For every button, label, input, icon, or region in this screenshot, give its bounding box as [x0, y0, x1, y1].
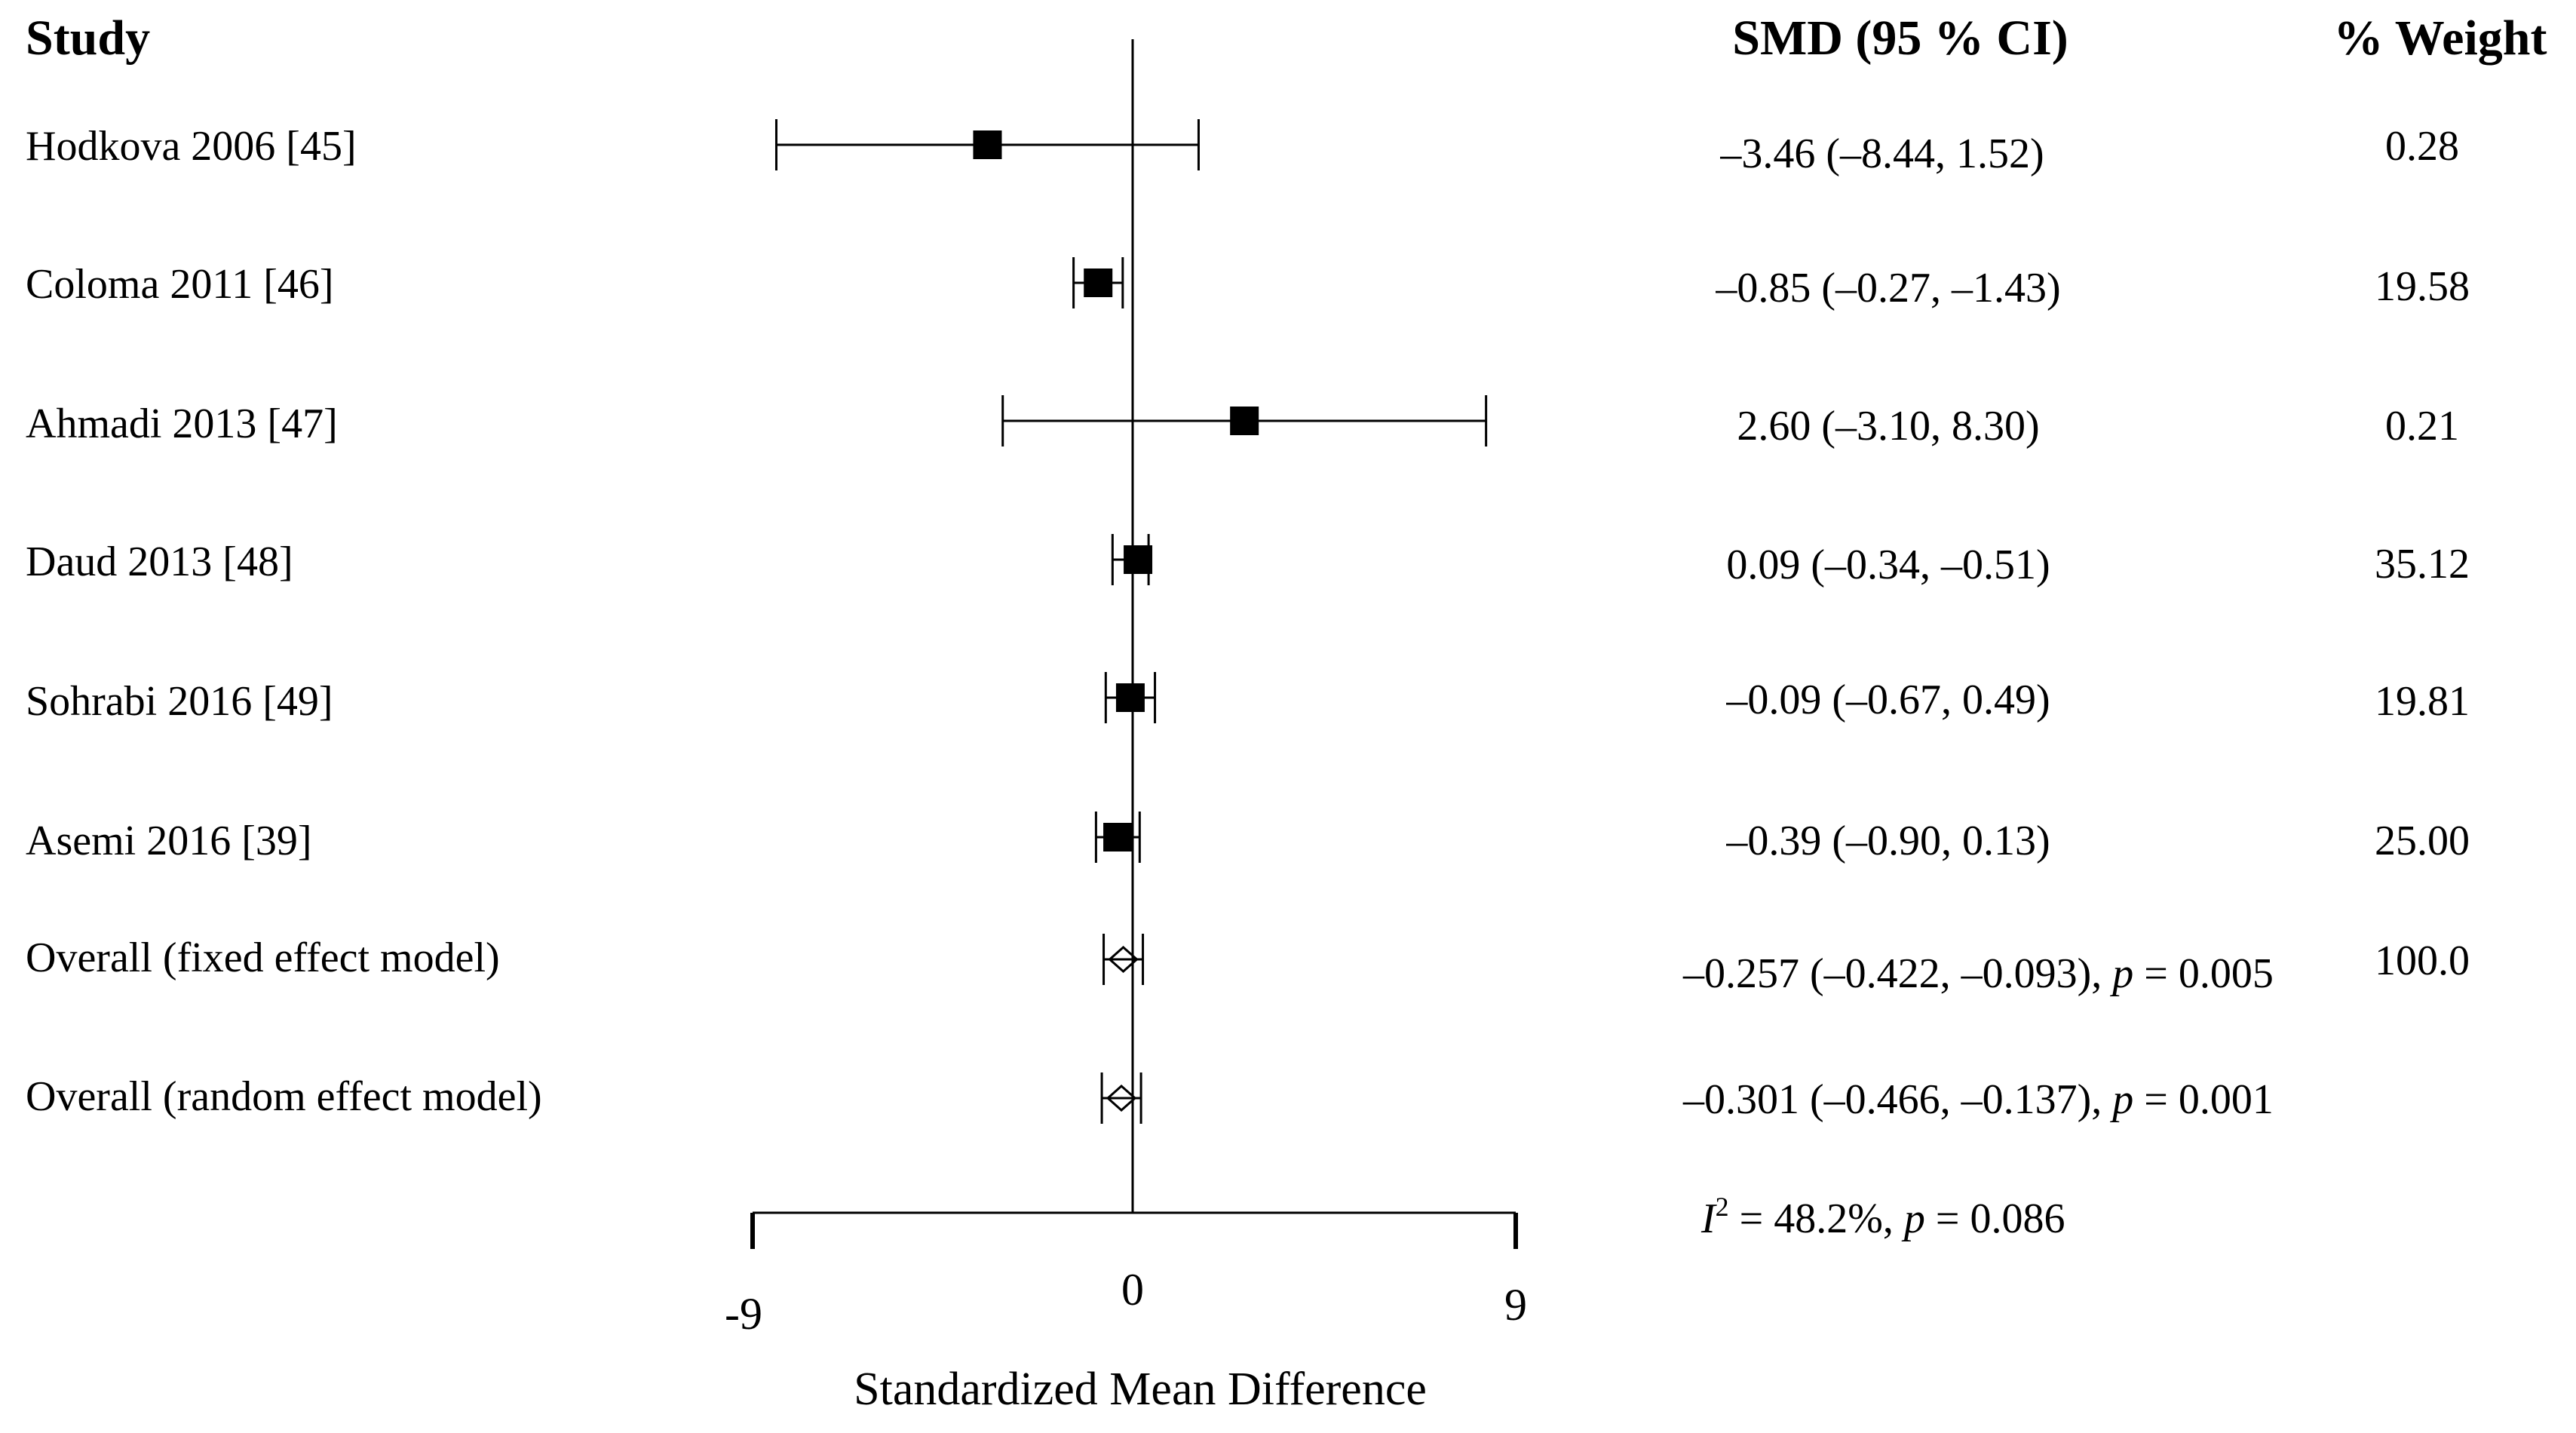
- overall-ci-part: –0.257 (–0.422, –0.093),: [1682, 950, 2112, 997]
- weight-value: 0.21: [2385, 403, 2459, 450]
- study-label: Hodkova 2006 [45]: [26, 123, 357, 170]
- study-row: Daud 2013 [48] 0.09 (–0.34, –0.51) 35.12: [26, 534, 2470, 588]
- study-label: Asemi 2016 [39]: [26, 818, 312, 864]
- x-tick-label-max: 9: [1504, 1280, 1527, 1330]
- effect-size-marker: [1230, 407, 1259, 435]
- heterogeneity-stat: I2 = 48.2%, p = 0.086: [1700, 1192, 2065, 1242]
- study-label: Daud 2013 [48]: [26, 539, 293, 585]
- i-symbol: I: [1700, 1195, 1717, 1242]
- study-column-header: Study: [26, 11, 150, 66]
- p-symbol: p: [2109, 1076, 2133, 1123]
- study-row: Asemi 2016 [39] –0.39 (–0.90, 0.13) 25.0…: [26, 812, 2470, 864]
- weight-column-header: % Weight: [2334, 11, 2547, 66]
- effect-size-marker: [1115, 683, 1145, 712]
- overall-row: Overall (fixed effect model) –0.257 (–0.…: [26, 934, 2470, 997]
- weight-value: 19.58: [2375, 263, 2470, 310]
- overall-smd-ci-text: –0.257 (–0.422, –0.093), p = 0.005: [1682, 950, 2274, 997]
- smd-ci-text: 2.60 (–3.10, 8.30): [1737, 403, 2039, 450]
- p-value: = 0.005: [2133, 950, 2274, 997]
- i-superscript: 2: [1716, 1192, 1729, 1222]
- overall-smd-ci-text: –0.301 (–0.466, –0.137), p = 0.001: [1682, 1076, 2274, 1123]
- p-value: = 0.001: [2133, 1076, 2274, 1123]
- x-axis-label: Standardized Mean Difference: [854, 1364, 1427, 1415]
- study-row: Sohrabi 2016 [49] –0.09 (–0.67, 0.49) 19…: [26, 672, 2470, 725]
- weight-value: 100.0: [2375, 937, 2470, 984]
- smd-ci-text: –3.46 (–8.44, 1.52): [1719, 130, 2044, 177]
- effect-size-marker: [973, 130, 1002, 159]
- weight-value: 0.28: [2385, 123, 2459, 170]
- i-value: = 48.2%,: [1729, 1195, 1904, 1242]
- study-label: Ahmadi 2013 [47]: [26, 400, 338, 447]
- effect-size-marker: [1124, 545, 1153, 574]
- smd-ci-text: –0.39 (–0.90, 0.13): [1725, 818, 2050, 864]
- study-label: Coloma 2011 [46]: [26, 261, 334, 308]
- pooled-estimate-diamond: [1108, 945, 1139, 974]
- overall-label: Overall (fixed effect model): [26, 934, 500, 981]
- smd-ci-text: –0.09 (–0.67, 0.49): [1725, 677, 2050, 723]
- overall-row: Overall (random effect model) –0.301 (–0…: [26, 1072, 2274, 1124]
- p-value: = 0.086: [1925, 1195, 2065, 1242]
- smd-ci-text: –0.85 (–0.27, –1.43): [1715, 265, 2060, 311]
- effect-size-marker: [1084, 268, 1113, 297]
- weight-value: 35.12: [2375, 541, 2470, 588]
- p-symbol: p: [2109, 950, 2133, 997]
- weight-value: 19.81: [2375, 678, 2470, 725]
- study-row: Coloma 2011 [46] –0.85 (–0.27, –1.43) 19…: [26, 257, 2470, 311]
- smd-column-header: SMD (95 % CI): [1732, 11, 2068, 66]
- effect-size-marker: [1103, 823, 1133, 852]
- x-tick-label-zero: 0: [1121, 1265, 1144, 1315]
- weight-value: 25.00: [2375, 818, 2470, 864]
- overall-ci-part: –0.301 (–0.466, –0.137),: [1682, 1076, 2112, 1123]
- pooled-estimate-diamond: [1106, 1084, 1137, 1112]
- study-row: Hodkova 2006 [45] –3.46 (–8.44, 1.52) 0.…: [26, 119, 2459, 177]
- smd-ci-text: 0.09 (–0.34, –0.51): [1726, 542, 2050, 588]
- x-tick-label-min: -9: [725, 1289, 762, 1339]
- p-symbol: p: [1901, 1195, 1925, 1242]
- study-label: Sohrabi 2016 [49]: [26, 678, 333, 725]
- x-axis: -9 0 9 Standardized Mean Difference: [725, 1211, 1527, 1415]
- study-row: Ahmadi 2013 [47] 2.60 (–3.10, 8.30) 0.21: [26, 395, 2459, 450]
- overall-label: Overall (random effect model): [26, 1073, 542, 1120]
